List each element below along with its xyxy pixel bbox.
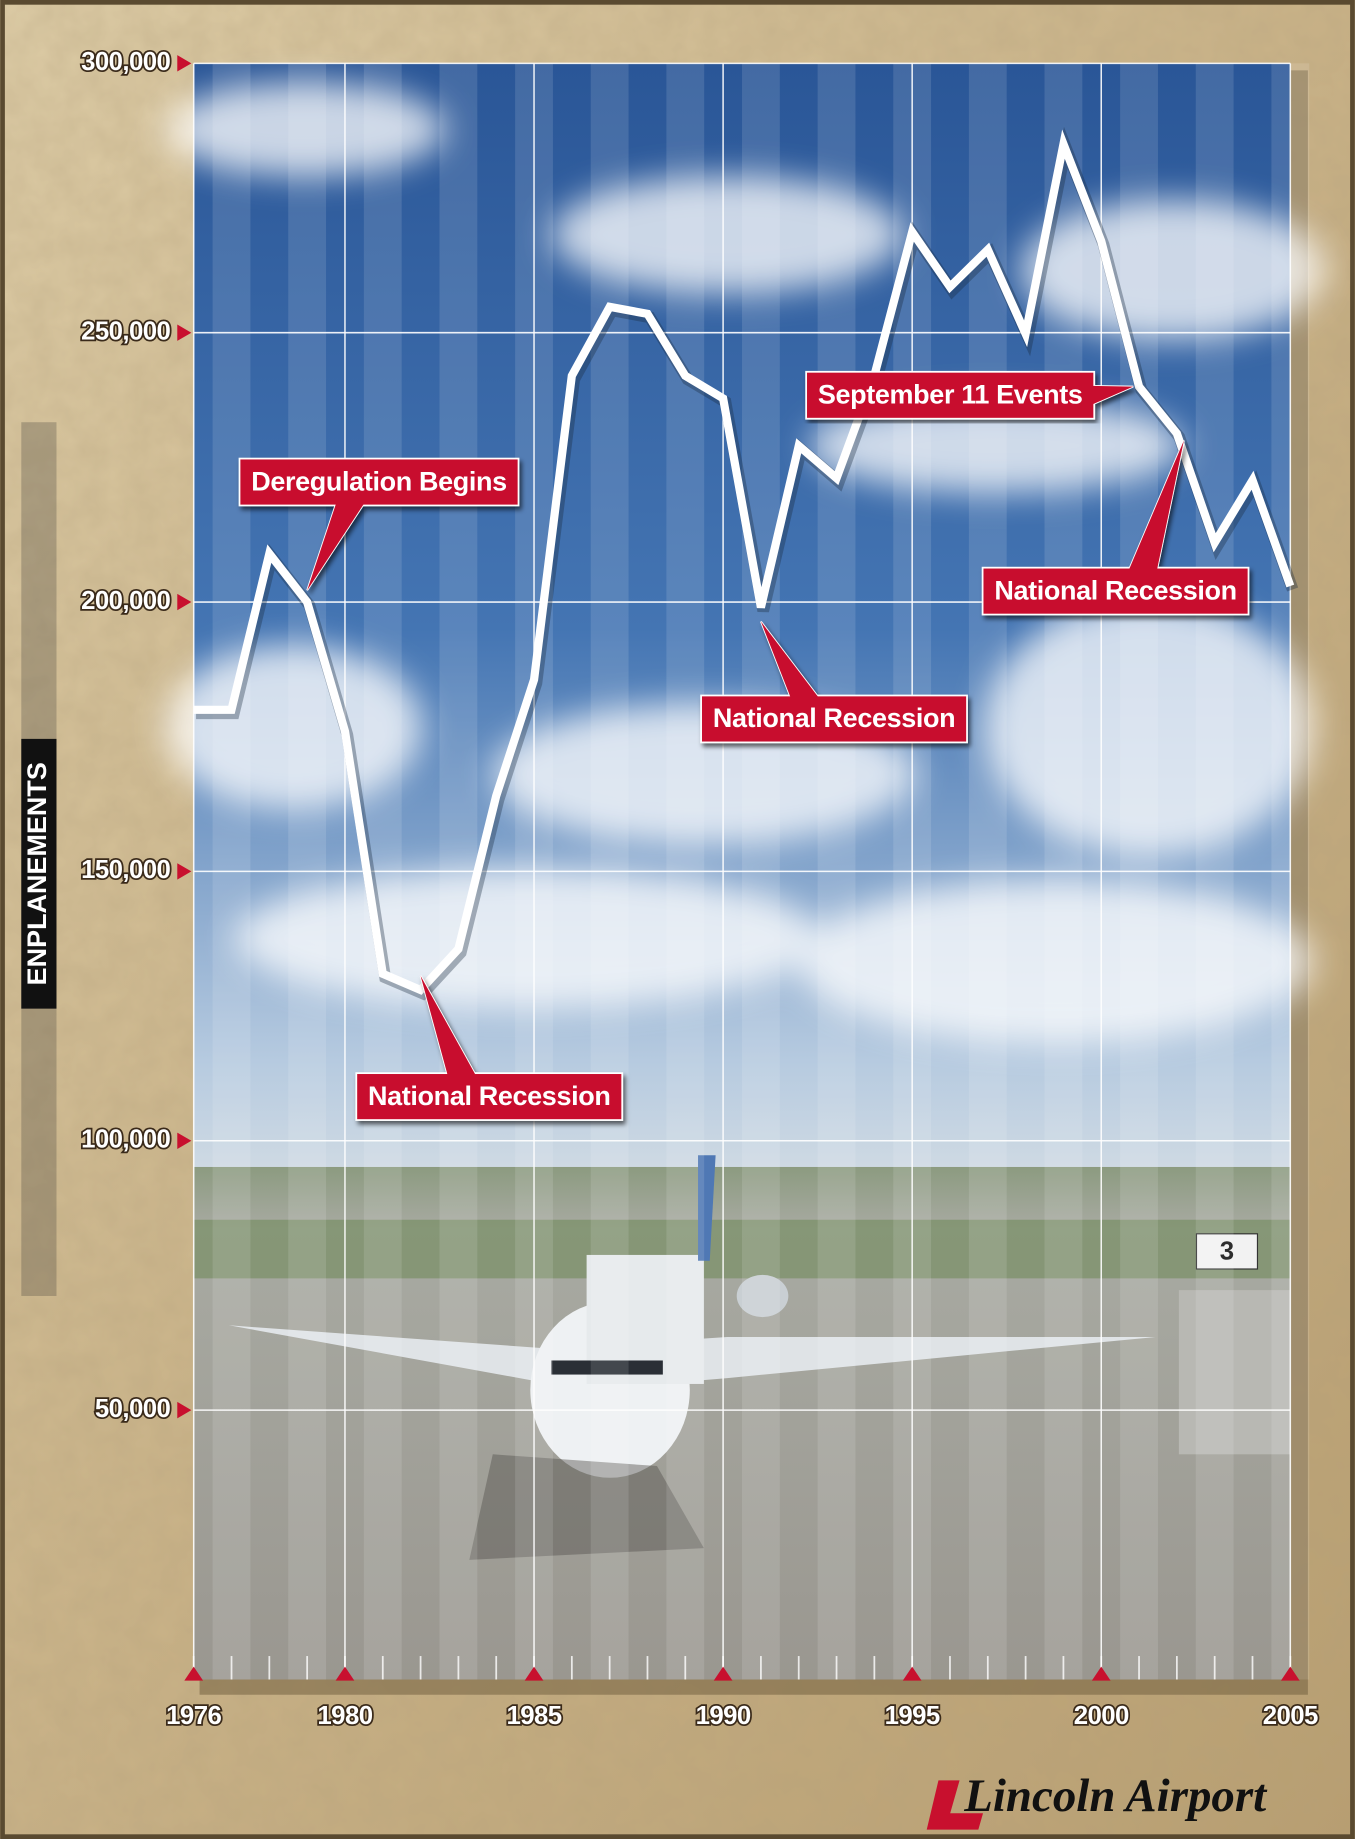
y-tick-mark (177, 593, 192, 611)
ticks: 50,000 100,000 150,000 200,000 250,000 300,00… (79, 46, 1320, 1731)
y-tick-label: 200,000 (81, 587, 170, 615)
x-tick-label: 1985 (507, 1702, 562, 1730)
x-tick-mark (1280, 1666, 1300, 1681)
y-tick-label: 50,000 (95, 1395, 171, 1423)
y-tick-mark (177, 1401, 192, 1419)
gate-number: 3 (1220, 1237, 1234, 1265)
marks (193, 126, 1299, 1001)
x-tick-label: 2000 (1074, 1702, 1129, 1730)
x-tick-label: 1976 (166, 1702, 221, 1730)
x-tick-mark (335, 1666, 355, 1681)
annotation: National Recession (981, 440, 1250, 616)
y-axis-label-box: ENPLANEMENTS (21, 422, 57, 1296)
annotation-text: Deregulation Begins (251, 466, 507, 496)
logo-text: Lincoln Airport (963, 1770, 1268, 1822)
x-tick-label: 2005 (1263, 1702, 1318, 1730)
y-tick-mark (177, 324, 192, 341)
y-tick-label: 300,000 (81, 48, 170, 76)
y-axis-label: ENPLANEMENTS (22, 762, 52, 985)
annotations: Deregulation Begins National Recession Nat… (238, 370, 1250, 1121)
annotation-box (355, 1072, 624, 1121)
annotation: Deregulation Begins (238, 457, 520, 591)
y-tick-mark (177, 55, 192, 72)
y-tick-mark (177, 1132, 192, 1149)
x-tick-mark (184, 1666, 204, 1681)
x-tick-mark (1091, 1666, 1111, 1681)
airplane (228, 1155, 1156, 1560)
x-tick-mark (902, 1666, 922, 1681)
x-tick-label: 1980 (317, 1702, 372, 1730)
y-tick-label: 250,000 (81, 318, 170, 346)
y-tick-mark (177, 863, 192, 880)
annotation-text: National Recession (368, 1081, 610, 1111)
y-tick-label: 100,000 (81, 1126, 170, 1154)
grass (193, 1219, 1291, 1279)
annotation-text: National Recession (713, 703, 955, 733)
jet-bridge: 3 (1178, 1233, 1291, 1455)
annotation-text: September 11 Events (818, 380, 1083, 410)
annotation-arrow-join (760, 621, 819, 698)
annotation: National Recession (700, 620, 968, 744)
annotation-box (238, 457, 520, 507)
x-tick-label: 1995 (885, 1702, 940, 1730)
logo: Lincoln Airport (926, 1770, 1268, 1830)
x-tick-mark (524, 1666, 544, 1681)
annotation: National Recession (355, 975, 624, 1121)
annotation: September 11 Events (805, 370, 1134, 420)
x-tick-mark (713, 1666, 733, 1681)
annotation-arrow-join (1128, 440, 1184, 570)
annotation-arrow-join (307, 503, 365, 591)
x-tick-label: 1990 (696, 1702, 751, 1730)
y-tick-label: 150,000 (81, 856, 170, 884)
data-line (193, 129, 1295, 995)
annotation-arrow-join (1091, 385, 1134, 405)
annotation-box (700, 694, 968, 744)
annotation-text: National Recession (994, 575, 1236, 605)
annotation-box (981, 566, 1250, 616)
grid (192, 62, 1292, 1680)
